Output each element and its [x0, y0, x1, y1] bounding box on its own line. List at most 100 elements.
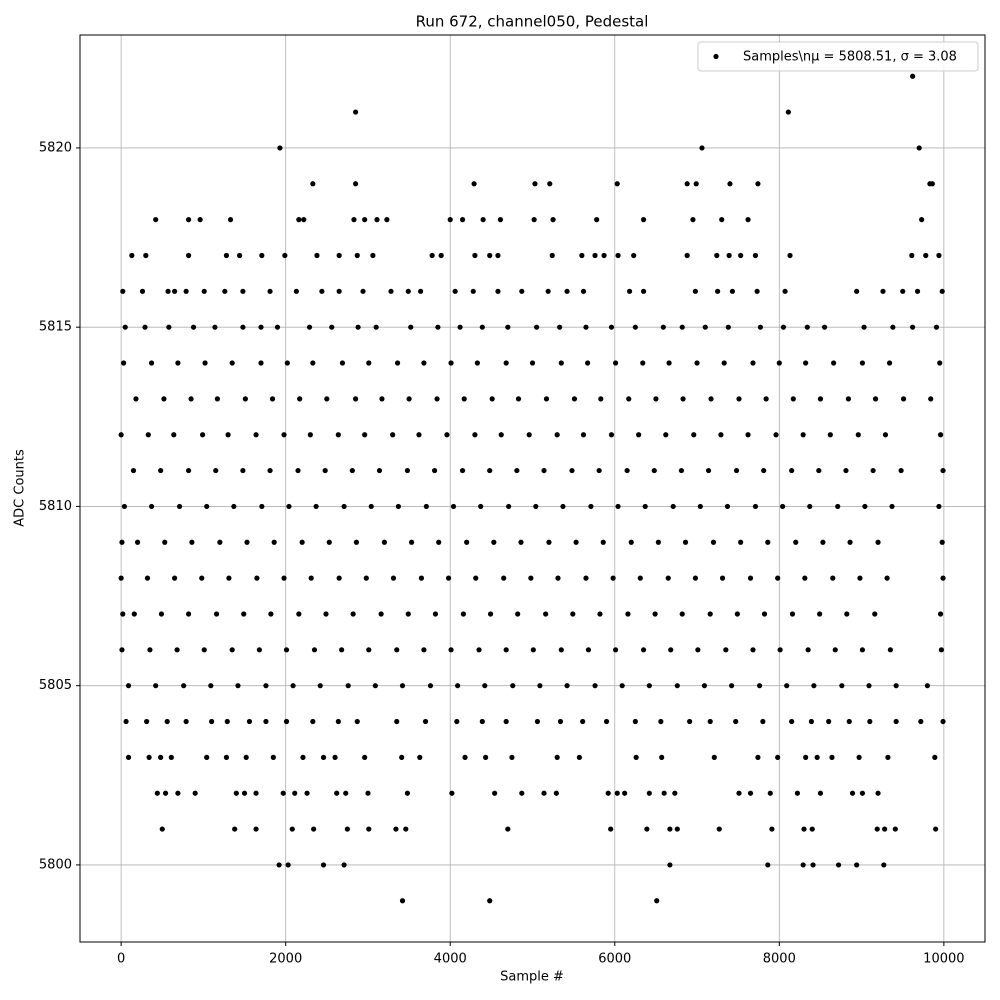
point — [844, 611, 850, 617]
point — [614, 181, 620, 187]
point — [139, 288, 146, 294]
point — [882, 432, 889, 438]
point — [240, 324, 246, 330]
point — [417, 754, 423, 760]
point — [365, 790, 371, 796]
point — [608, 826, 614, 832]
point — [472, 432, 478, 438]
point — [658, 718, 664, 725]
point — [162, 539, 168, 545]
point — [324, 396, 330, 402]
x-tick-label: 10000 — [923, 952, 964, 967]
point — [854, 288, 860, 294]
point — [541, 790, 547, 796]
point — [726, 252, 732, 259]
point — [615, 503, 621, 510]
point — [854, 862, 860, 868]
point — [755, 181, 761, 187]
point — [448, 647, 454, 653]
point — [667, 826, 673, 832]
point — [395, 503, 401, 510]
point — [553, 790, 559, 796]
point — [199, 432, 206, 438]
point — [240, 467, 246, 474]
chart-title: Run 672, channel050, Pedestal — [416, 13, 649, 31]
point — [120, 611, 126, 617]
point — [418, 575, 425, 581]
point — [374, 217, 380, 223]
point — [145, 432, 151, 438]
point — [405, 288, 411, 294]
point — [829, 754, 835, 760]
point — [707, 611, 713, 617]
point — [492, 790, 498, 796]
point — [263, 683, 269, 689]
point — [800, 432, 806, 438]
point — [351, 217, 357, 223]
point — [376, 467, 383, 474]
point — [719, 575, 726, 581]
point — [293, 288, 299, 294]
point — [564, 683, 570, 689]
point — [186, 217, 192, 223]
point — [393, 826, 399, 832]
point — [235, 683, 241, 689]
point — [745, 432, 751, 438]
point — [229, 647, 235, 653]
point — [752, 252, 759, 259]
point — [147, 647, 153, 653]
point — [767, 790, 773, 796]
point — [479, 718, 485, 725]
point — [399, 898, 406, 904]
point — [452, 288, 458, 294]
point — [596, 467, 602, 474]
legend-box — [697, 41, 979, 72]
point — [642, 503, 648, 510]
point — [752, 503, 759, 510]
point — [898, 467, 904, 474]
point — [679, 611, 685, 617]
point — [600, 539, 606, 545]
point — [583, 575, 589, 581]
point — [785, 109, 791, 115]
point — [705, 467, 712, 474]
point — [809, 826, 815, 832]
point — [431, 467, 438, 474]
point — [445, 575, 452, 581]
point — [142, 324, 148, 330]
point — [438, 252, 444, 259]
point — [242, 396, 248, 402]
point — [845, 396, 852, 402]
point — [893, 683, 899, 689]
point — [209, 718, 215, 725]
point — [186, 611, 192, 617]
point — [495, 288, 501, 294]
point — [226, 575, 232, 581]
point — [408, 539, 415, 545]
point — [862, 503, 868, 510]
point — [715, 288, 721, 294]
point — [320, 754, 327, 760]
point — [289, 826, 295, 832]
point — [308, 575, 314, 581]
point — [244, 539, 250, 545]
point — [478, 503, 484, 510]
point — [192, 790, 198, 796]
series — [118, 73, 946, 904]
point — [725, 324, 731, 330]
point — [148, 503, 155, 510]
point — [811, 683, 817, 689]
point — [558, 647, 564, 653]
point — [421, 647, 427, 653]
point — [201, 288, 207, 294]
point — [353, 109, 359, 115]
point — [886, 360, 893, 366]
point — [225, 432, 231, 438]
point — [258, 324, 264, 330]
point — [519, 288, 525, 294]
point — [612, 647, 619, 653]
point — [644, 826, 650, 832]
point — [214, 396, 220, 402]
point — [640, 288, 647, 294]
point — [130, 467, 137, 474]
